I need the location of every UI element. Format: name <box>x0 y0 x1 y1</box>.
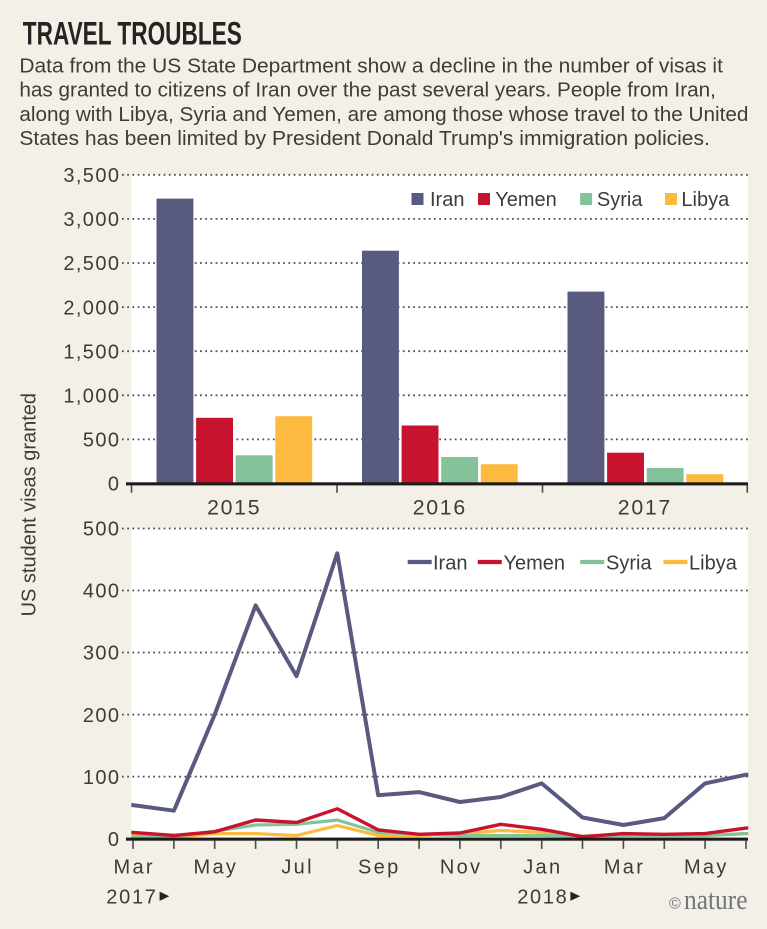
svg-text:Jul: Jul <box>281 857 313 879</box>
svg-text:Jan: Jan <box>523 857 562 879</box>
svg-text:Yemen: Yemen <box>504 552 566 574</box>
svg-text:500: 500 <box>83 519 121 541</box>
svg-text:©: © <box>669 896 681 913</box>
svg-text:Libya: Libya <box>689 552 738 574</box>
svg-text:has granted to citizens of Ira: has granted to citizens of Iran over the… <box>19 80 716 102</box>
svg-text:0: 0 <box>108 474 121 496</box>
svg-text:0: 0 <box>108 829 121 851</box>
svg-text:Iran: Iran <box>430 189 464 211</box>
svg-text:May: May <box>194 857 239 879</box>
svg-text:200: 200 <box>83 705 121 727</box>
svg-text:3,500: 3,500 <box>63 165 120 187</box>
svg-text:Syria: Syria <box>606 552 652 574</box>
svg-text:along with Libya, Syria and Ye: along with Libya, Syria and Yemen, are a… <box>19 104 748 126</box>
svg-text:Mar: Mar <box>114 857 155 879</box>
svg-text:1,500: 1,500 <box>63 341 120 363</box>
svg-text:100: 100 <box>83 767 121 789</box>
svg-text:States has been limited by Pre: States has been limited by President Don… <box>19 128 710 150</box>
svg-text:Mar: Mar <box>604 857 645 879</box>
svg-text:500: 500 <box>83 430 121 452</box>
svg-text:Libya: Libya <box>681 189 730 211</box>
svg-text:2016: 2016 <box>413 495 467 519</box>
svg-text:2,500: 2,500 <box>63 253 120 275</box>
svg-text:Sep: Sep <box>358 857 401 879</box>
svg-text:Syria: Syria <box>597 189 643 211</box>
svg-text:nature: nature <box>684 884 748 916</box>
svg-text:Yemen: Yemen <box>495 189 557 211</box>
svg-text:2017: 2017 <box>106 886 157 908</box>
svg-text:Iran: Iran <box>433 552 467 574</box>
svg-text:1,000: 1,000 <box>63 386 120 408</box>
svg-text:TRAVEL TROUBLES: TRAVEL TROUBLES <box>23 16 242 52</box>
svg-text:400: 400 <box>83 581 121 603</box>
svg-text:3,000: 3,000 <box>63 209 120 231</box>
svg-text:300: 300 <box>83 643 121 665</box>
svg-text:2,000: 2,000 <box>63 297 120 319</box>
svg-text:Nov: Nov <box>440 857 482 879</box>
svg-text:2018: 2018 <box>517 886 568 908</box>
svg-text:May: May <box>684 857 729 879</box>
svg-text:US student visas granted: US student visas granted <box>19 393 41 616</box>
svg-text:2015: 2015 <box>207 495 261 519</box>
svg-text:Data from the US State Departm: Data from the US State Department show a… <box>19 56 723 78</box>
svg-text:2017: 2017 <box>618 495 672 519</box>
